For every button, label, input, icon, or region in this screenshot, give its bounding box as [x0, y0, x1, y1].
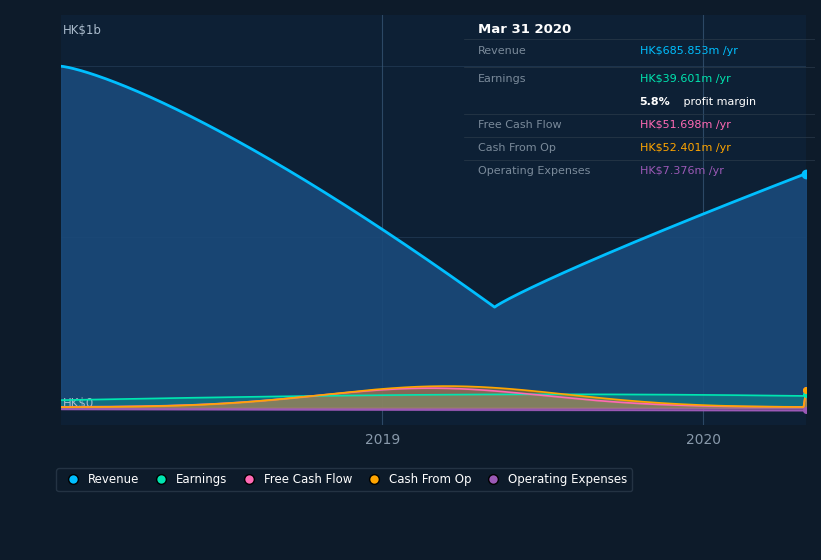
Text: HK$39.601m /yr: HK$39.601m /yr: [640, 74, 731, 84]
Text: Mar 31 2020: Mar 31 2020: [478, 23, 571, 36]
Legend: Revenue, Earnings, Free Cash Flow, Cash From Op, Operating Expenses: Revenue, Earnings, Free Cash Flow, Cash …: [57, 469, 632, 491]
Text: HK$52.401m /yr: HK$52.401m /yr: [640, 143, 731, 153]
Text: 5.8%: 5.8%: [640, 97, 670, 107]
Text: profit margin: profit margin: [680, 97, 756, 107]
Text: Operating Expenses: Operating Expenses: [478, 166, 590, 176]
Text: Free Cash Flow: Free Cash Flow: [478, 120, 562, 130]
Text: HK$51.698m /yr: HK$51.698m /yr: [640, 120, 731, 130]
Text: Earnings: Earnings: [478, 74, 526, 84]
Text: HK$0: HK$0: [62, 397, 94, 410]
Text: Cash From Op: Cash From Op: [478, 143, 556, 153]
Text: HK$685.853m /yr: HK$685.853m /yr: [640, 46, 737, 56]
Text: HK$7.376m /yr: HK$7.376m /yr: [640, 166, 723, 176]
Text: HK$1b: HK$1b: [62, 24, 102, 37]
Text: Revenue: Revenue: [478, 46, 526, 56]
